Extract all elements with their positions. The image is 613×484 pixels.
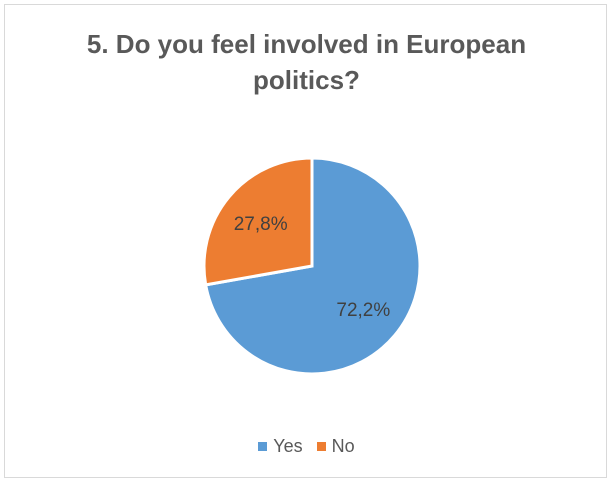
- legend-item-yes: Yes: [258, 436, 303, 457]
- legend-label-no: No: [331, 436, 355, 456]
- legend-item-no: No: [316, 436, 355, 457]
- chart-title-line-1: 5. Do you feel involved in European: [86, 29, 527, 59]
- legend-swatch-no: [316, 442, 326, 451]
- data-label-no: 27,8%: [234, 214, 288, 235]
- chart-title: 5. Do you feel involved in European poli…: [0, 26, 613, 98]
- legend-label-yes: Yes: [273, 436, 303, 456]
- data-label-yes: 72,2%: [336, 300, 390, 321]
- pie-slice-no: [202, 156, 314, 287]
- legend-swatch-yes: [258, 442, 268, 451]
- chart-title-line-2: politics?: [253, 65, 360, 95]
- chart-legend: Yes No: [0, 436, 613, 457]
